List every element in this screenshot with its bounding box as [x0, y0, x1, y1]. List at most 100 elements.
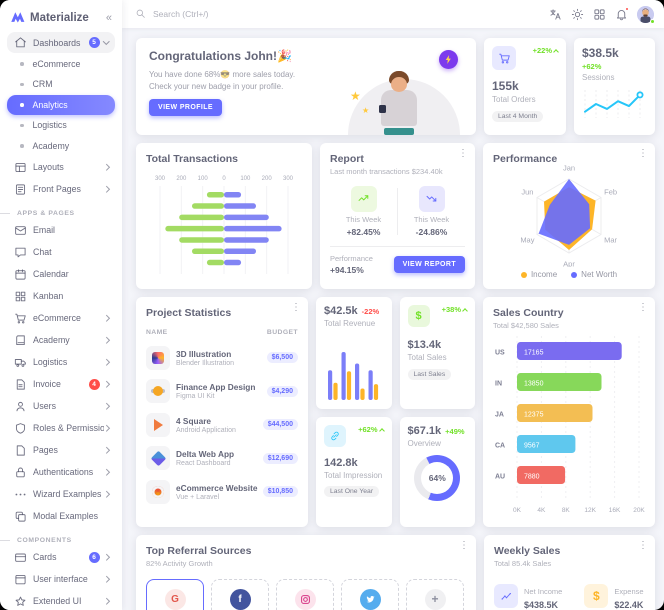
sidebar-item-pages[interactable]: Pages	[7, 440, 115, 461]
chevron-right-icon	[102, 490, 109, 498]
chevron-down-icon	[102, 38, 109, 45]
kebab-menu-icon[interactable]: ⋮	[638, 302, 648, 313]
total-revenue-card: $42.5k -22% Total Revenue	[316, 297, 392, 409]
svg-text:Mar: Mar	[604, 236, 617, 245]
shortcuts-grid-icon[interactable]	[593, 8, 606, 21]
report-stat-up: This Week +82.45%	[330, 186, 397, 237]
sidebar-subitem-analytics[interactable]: Analytics	[7, 95, 115, 115]
sidebar: Materialize « Dashboards 5 eCommerce CRM Ana…	[0, 0, 122, 610]
home-icon	[14, 36, 27, 49]
sidebar-item-extended-ui[interactable]: Extended UI	[7, 591, 115, 610]
brand: Materialize «	[0, 6, 122, 31]
referral-tab-twitter[interactable]	[341, 579, 399, 610]
chevron-right-icon	[102, 468, 109, 476]
svg-text:300: 300	[155, 176, 166, 182]
overview-value: $67.1k	[407, 425, 442, 437]
svg-text:May: May	[520, 236, 534, 245]
referral-tab-instagram[interactable]	[276, 579, 334, 610]
svg-text:100: 100	[240, 176, 251, 182]
svg-text:12375: 12375	[524, 412, 544, 419]
sidebar-collapse-icon[interactable]: «	[105, 11, 112, 24]
project-row-delta-web-app: Delta Web App React Dashboard $12,690	[146, 446, 298, 470]
sidebar-item-front-pages[interactable]: Front Pages	[7, 179, 115, 200]
chevron-right-icon	[102, 424, 109, 432]
project-budget: $44,500	[262, 419, 298, 430]
sidebar-subitem-logistics[interactable]: Logistics	[7, 116, 115, 136]
sidebar-item-chat[interactable]: Chat	[7, 242, 115, 263]
project-statistics-card: ⋮ Project Statistics NAME BUDGET 3D Illus…	[136, 297, 308, 527]
total-transactions-card: Total Transactions 300 200 100 0 100 200 300	[136, 143, 312, 289]
divider	[397, 188, 398, 235]
view-report-button[interactable]: VIEW REPORT	[393, 256, 465, 273]
star-icon: ★	[362, 106, 370, 115]
trend-up-icon	[350, 186, 377, 212]
user-icon	[14, 400, 27, 413]
referral-tab-add[interactable]: +	[406, 579, 464, 610]
sidebar-subitem-crm[interactable]: CRM	[7, 75, 115, 95]
twitter-icon	[359, 588, 381, 610]
svg-text:300: 300	[283, 176, 294, 182]
sidebar-item-logistics[interactable]: Logistics	[7, 352, 115, 373]
congrats-illustration: ★ ★	[322, 42, 472, 135]
dollar-icon: $	[584, 583, 609, 608]
sidebar-item-academy[interactable]: Academy	[7, 330, 115, 351]
referral-title: Top Referral Sources	[146, 545, 252, 557]
instagram-icon	[294, 588, 316, 610]
sidebar-item-modal-examples[interactable]: Modal Examples	[7, 506, 115, 527]
overview-change: +49%	[445, 427, 465, 436]
report-stat-down: This Week -24.86%	[398, 186, 465, 237]
kebab-menu-icon[interactable]: ⋮	[291, 302, 301, 313]
referral-tab-facebook[interactable]: f	[211, 579, 269, 610]
sidebar-item-kanban[interactable]: Kanban	[7, 286, 115, 307]
sidebar-item-email[interactable]: Email	[7, 220, 115, 241]
lock-icon	[14, 466, 27, 479]
copy-icon	[14, 510, 27, 523]
svg-text:0: 0	[222, 176, 226, 182]
svg-text:Apr: Apr	[563, 260, 575, 268]
sidebar-item-roles-permissio[interactable]: Roles & Permissio...	[7, 418, 115, 439]
sidebar-item-dashboards[interactable]: Dashboards 5	[7, 32, 115, 53]
sidebar-item-cards[interactable]: Cards 6	[7, 547, 115, 568]
topbar-actions	[549, 5, 655, 24]
facebook-icon: f	[229, 588, 251, 610]
item-badge: 5	[88, 37, 100, 48]
sales-country-bar-chart: 0K 4K 8K 12K 16K 20K US 17165 IN 13850 JA 12375 CA 95…	[493, 334, 645, 516]
sidebar-item-authentications[interactable]: Authentications	[7, 462, 115, 483]
project-budget: $6,500	[266, 352, 298, 363]
kebab-menu-icon[interactable]: ⋮	[459, 540, 469, 551]
sidebar-item-wizard-examples[interactable]: Wizard Examples	[7, 484, 115, 505]
search-input[interactable]: Search (Ctrl+/)	[135, 8, 549, 21]
sidebar-item-layouts[interactable]: Layouts	[7, 157, 115, 178]
kebab-menu-icon[interactable]: ⋮	[638, 148, 648, 159]
project-row-ecommerce-website: eCommerce Website Vue + Laravel $10,850	[146, 479, 298, 504]
sidebar-item-invoice[interactable]: Invoice 4	[7, 374, 115, 395]
projects-title: Project Statistics	[146, 307, 232, 319]
kanban-icon	[14, 290, 27, 303]
sidebar-subitem-ecommerce[interactable]: eCommerce	[7, 54, 115, 74]
referral-tab-google[interactable]: G	[146, 579, 204, 610]
view-profile-button[interactable]: VIEW PROFILE	[149, 99, 222, 117]
sidebar-subitem-academy[interactable]: Academy	[7, 136, 115, 156]
translate-icon[interactable]	[549, 8, 562, 21]
sidebar-item-ecommerce[interactable]: eCommerce	[7, 308, 115, 329]
dollar-icon: $	[407, 305, 430, 327]
star-icon: ★	[350, 89, 361, 103]
cube-project-icon	[146, 345, 170, 370]
kebab-menu-icon[interactable]: ⋮	[638, 540, 648, 551]
cart-icon	[492, 46, 516, 70]
item-badge: 6	[88, 551, 100, 563]
avatar-image	[637, 5, 654, 23]
sidebar-nav: Dashboards 5 eCommerce CRM Analytics Logistic…	[0, 32, 122, 610]
chevron-right-icon	[102, 402, 109, 410]
sidebar-item-user-interface[interactable]: User interface	[7, 569, 115, 590]
link-icon	[324, 425, 346, 447]
user-avatar[interactable]	[637, 5, 655, 24]
notifications-bell-icon[interactable]	[615, 6, 629, 21]
theme-sun-icon[interactable]	[571, 8, 584, 21]
expense-stat: $ Expense $22.4K	[584, 581, 644, 610]
sidebar-item-calendar[interactable]: Calendar	[7, 264, 115, 285]
add-icon: +	[424, 588, 446, 610]
referral-subtitle: 82% Activity Growth	[146, 559, 213, 568]
sidebar-item-users[interactable]: Users	[7, 396, 115, 417]
kebab-menu-icon[interactable]: ⋮	[458, 148, 468, 159]
